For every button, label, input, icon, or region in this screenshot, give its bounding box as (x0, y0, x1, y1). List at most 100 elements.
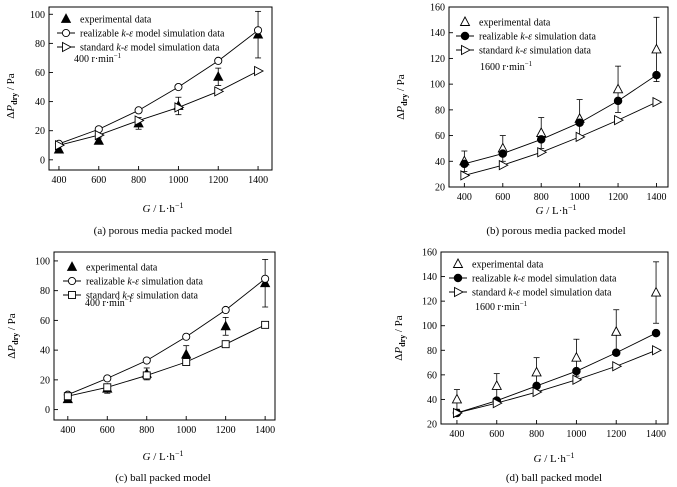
legend: experimental data realizable k-ε simulati… (456, 16, 597, 57)
y-axis-label: ΔPdry / Pa (395, 74, 409, 119)
data-point (214, 86, 225, 97)
y-tick-label: 20 (435, 183, 445, 194)
data-point (460, 159, 469, 169)
panel-caption: (a) porous media packed model (94, 225, 233, 237)
x-tick-label: 1400 (646, 429, 666, 440)
legend: experimental data realizable k-ε model si… (449, 258, 617, 299)
x-tick-label: 1200 (606, 429, 626, 440)
x-tick-label: 1400 (248, 175, 268, 186)
series-2 (55, 65, 265, 151)
series-2 (452, 345, 663, 419)
data-point (651, 328, 661, 338)
data-point (650, 286, 662, 297)
data-point (652, 96, 663, 108)
y-axis-label: ΔPdry / Pa (6, 313, 20, 358)
legend: experimental data realizable k-ε simulati… (63, 261, 204, 302)
y-tick-label: 140 (430, 28, 445, 39)
y-tick-label: 160 (422, 248, 437, 259)
y-tick-label: 40 (435, 157, 445, 168)
data-point (614, 114, 625, 126)
y-tick-label: 160 (430, 3, 445, 14)
data-point (214, 56, 223, 65)
data-point (261, 274, 270, 283)
data-point (492, 397, 503, 409)
legend: experimental data realizable k-ε model si… (57, 13, 225, 54)
legend-marker (461, 44, 471, 56)
data-point (460, 170, 471, 181)
x-tick-label: 400 (457, 192, 472, 203)
y-tick-label: 120 (430, 54, 445, 65)
series-line (67, 324, 266, 397)
x-axis-label: G / L·h−1 (534, 451, 575, 465)
series-line (464, 101, 657, 176)
legend-label: experimental data (80, 15, 152, 26)
data-point (498, 149, 508, 158)
x-tick-label: 1400 (255, 425, 275, 436)
series-line (456, 349, 657, 414)
legend-label: realizable k-ε model simulation data (80, 29, 225, 40)
x-tick-label: 400 (51, 175, 66, 186)
chart-panel-d: 400 600 800 1000 1200 1400 20 40 60 80 100 120 140 16… (393, 248, 669, 484)
y-tick-label: 140 (422, 272, 437, 283)
legend-label: realizable k-ε simulation data (86, 277, 204, 288)
y-tick-label: 20 (40, 375, 50, 386)
legend-marker (454, 286, 464, 298)
y-tick-label: 60 (40, 316, 50, 327)
y-tick-label: 100 (422, 321, 437, 332)
data-point (174, 102, 185, 113)
y-tick-label: 0 (40, 155, 45, 166)
data-point (103, 374, 112, 383)
y-axis-label: ΔPdry / Pa (5, 73, 19, 118)
y-tick-label: 120 (422, 297, 437, 308)
legend-label: realizable k-ε simulation data (479, 32, 597, 43)
legend-label: standard k-ε model simulation data (472, 288, 612, 299)
chart-panel-b: 400 600 800 1000 1200 1400 20 40 60 80 100 120 140 16… (395, 3, 669, 237)
data-point (142, 356, 151, 365)
legend-marker (61, 28, 71, 38)
data-point (537, 147, 548, 158)
rotation-speed-annotation: 1600 r·min−1 (475, 300, 528, 313)
x-tick-label: 1000 (168, 175, 188, 186)
legend-marker (452, 258, 464, 268)
series-2 (63, 320, 270, 401)
panel-caption: (d) ball packed model (506, 472, 602, 484)
data-point (612, 361, 623, 372)
series-line (58, 70, 259, 146)
y-tick-label: 60 (427, 370, 437, 381)
x-axis-label: G / L·h−1 (143, 449, 184, 463)
data-point (213, 71, 224, 81)
y-tick-label: 60 (35, 68, 45, 79)
data-point (103, 383, 112, 392)
panel-caption: (c) ball packed model (115, 472, 211, 484)
data-point (174, 82, 183, 92)
y-tick-label: 80 (35, 39, 45, 50)
data-point (613, 96, 623, 106)
legend-marker (68, 291, 76, 299)
data-point (652, 345, 663, 356)
data-point (531, 366, 542, 377)
legend-label: experimental data (479, 18, 551, 29)
x-tick-label: 400 (60, 425, 75, 436)
legend-marker (459, 16, 471, 26)
legend-marker (66, 261, 78, 271)
data-point (181, 348, 192, 359)
x-tick-label: 800 (534, 192, 549, 203)
data-point (93, 135, 104, 145)
data-point (572, 366, 581, 376)
data-point (572, 374, 583, 386)
x-tick-label: 600 (489, 429, 504, 440)
data-point (452, 407, 463, 419)
data-point (221, 340, 230, 349)
y-tick-label: 80 (435, 105, 445, 116)
plot-frame (448, 6, 669, 188)
data-point (134, 115, 145, 126)
data-point (571, 351, 582, 362)
data-point (55, 140, 65, 151)
y-axis-label: ΔPdry / Pa (393, 315, 407, 360)
plot-frame (440, 251, 669, 425)
y-tick-label: 100 (430, 80, 445, 91)
data-point (491, 379, 503, 390)
data-point (94, 129, 105, 141)
data-point (254, 26, 263, 35)
plot-frame (53, 251, 276, 421)
